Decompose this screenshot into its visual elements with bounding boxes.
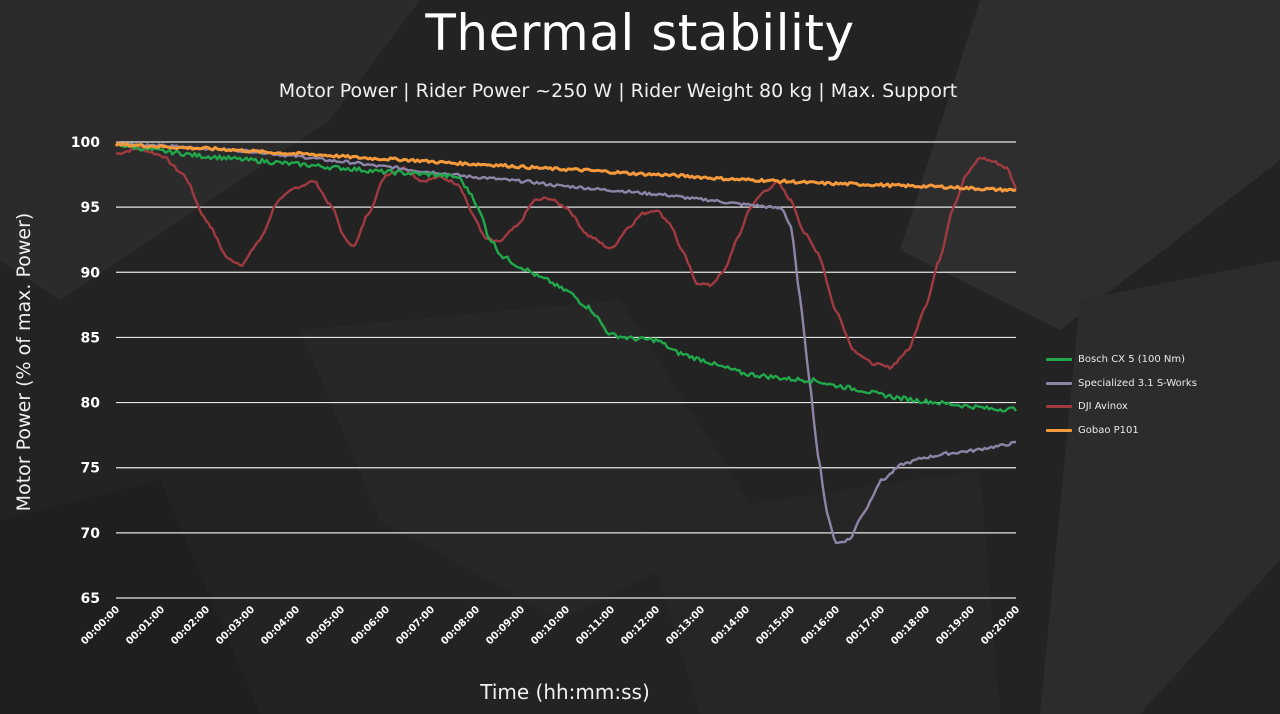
y-tick-label: 95 (81, 200, 100, 216)
x-tick-label: 00:05:00 (304, 604, 347, 647)
x-tick-label: 00:20:00 (979, 604, 1022, 647)
y-tick-label: 100 (71, 135, 100, 151)
x-tick-label: 00:13:00 (664, 604, 707, 647)
legend-label: Specialized 3.1 S-Works (1078, 377, 1197, 389)
x-tick-label: 00:00:00 (79, 604, 122, 647)
chart-title: Thermal stability (425, 4, 855, 62)
x-tick-label: 00:11:00 (574, 604, 617, 647)
legend: Bosch CX 5 (100 Nm) Specialized 3.1 S-Wo… (1046, 348, 1197, 442)
y-tick-label: 80 (81, 396, 101, 412)
x-tick-label: 00:09:00 (484, 604, 527, 647)
legend-item: Gobao P101 (1046, 419, 1197, 443)
legend-item: Specialized 3.1 S-Works (1046, 372, 1197, 396)
x-axis-label: Time (hh:mm:ss) (480, 680, 650, 704)
x-tick-label: 00:10:00 (529, 604, 572, 647)
series-line-gobao-p101 (114, 141, 1017, 193)
y-tick-label: 70 (81, 526, 101, 542)
series-lines (114, 141, 1018, 545)
x-tick-label: 00:03:00 (214, 604, 257, 647)
y-tick-labels: 100 95 90 85 80 75 70 65 (71, 135, 100, 607)
legend-label: Bosch CX 5 (100 Nm) (1078, 354, 1186, 366)
series-line-specialized-3-1-s-works (115, 141, 1017, 545)
x-tick-label: 00:19:00 (934, 604, 977, 647)
legend-swatch (1046, 358, 1072, 362)
legend-swatch (1046, 428, 1072, 432)
x-tick-label: 00:08:00 (439, 604, 482, 647)
y-tick-label: 90 (81, 265, 101, 281)
legend-label: Gobao P101 (1078, 424, 1139, 436)
x-tick-label: 00:12:00 (619, 604, 662, 647)
x-tick-label: 00:14:00 (709, 604, 752, 647)
x-tick-label: 00:04:00 (259, 604, 302, 647)
x-tick-label: 00:17:00 (844, 604, 887, 647)
y-tick-label: 85 (81, 330, 100, 346)
y-axis-label: Motor Power (% of max. Power) (13, 212, 35, 512)
x-tick-label: 00:16:00 (799, 604, 842, 647)
legend-item: DJI Avinox (1046, 395, 1197, 419)
x-tick-label: 00:15:00 (754, 604, 797, 647)
legend-swatch (1046, 405, 1072, 409)
x-tick-label: 00:06:00 (349, 604, 392, 647)
x-tick-label: 00:18:00 (889, 604, 932, 647)
x-tick-label: 00:02:00 (169, 604, 212, 647)
legend-label: DJI Avinox (1078, 401, 1128, 413)
chart-subtitle: Motor Power | Rider Power ~250 W | Rider… (278, 80, 958, 102)
legend-swatch (1046, 381, 1072, 385)
y-tick-label: 75 (81, 461, 100, 477)
x-tick-label: 00:01:00 (124, 604, 167, 647)
series-line-bosch-cx-5-100-nm (115, 142, 1017, 413)
legend-item: Bosch CX 5 (100 Nm) (1046, 348, 1197, 372)
x-tick-label: 00:07:00 (394, 604, 437, 647)
y-tick-label: 65 (81, 591, 100, 607)
gridlines (116, 141, 1016, 599)
series-line-dji-avinox (115, 146, 1018, 370)
x-tick-labels: 00:00:00 00:01:00 00:02:00 00:03:00 00:04:00… (79, 604, 1022, 647)
